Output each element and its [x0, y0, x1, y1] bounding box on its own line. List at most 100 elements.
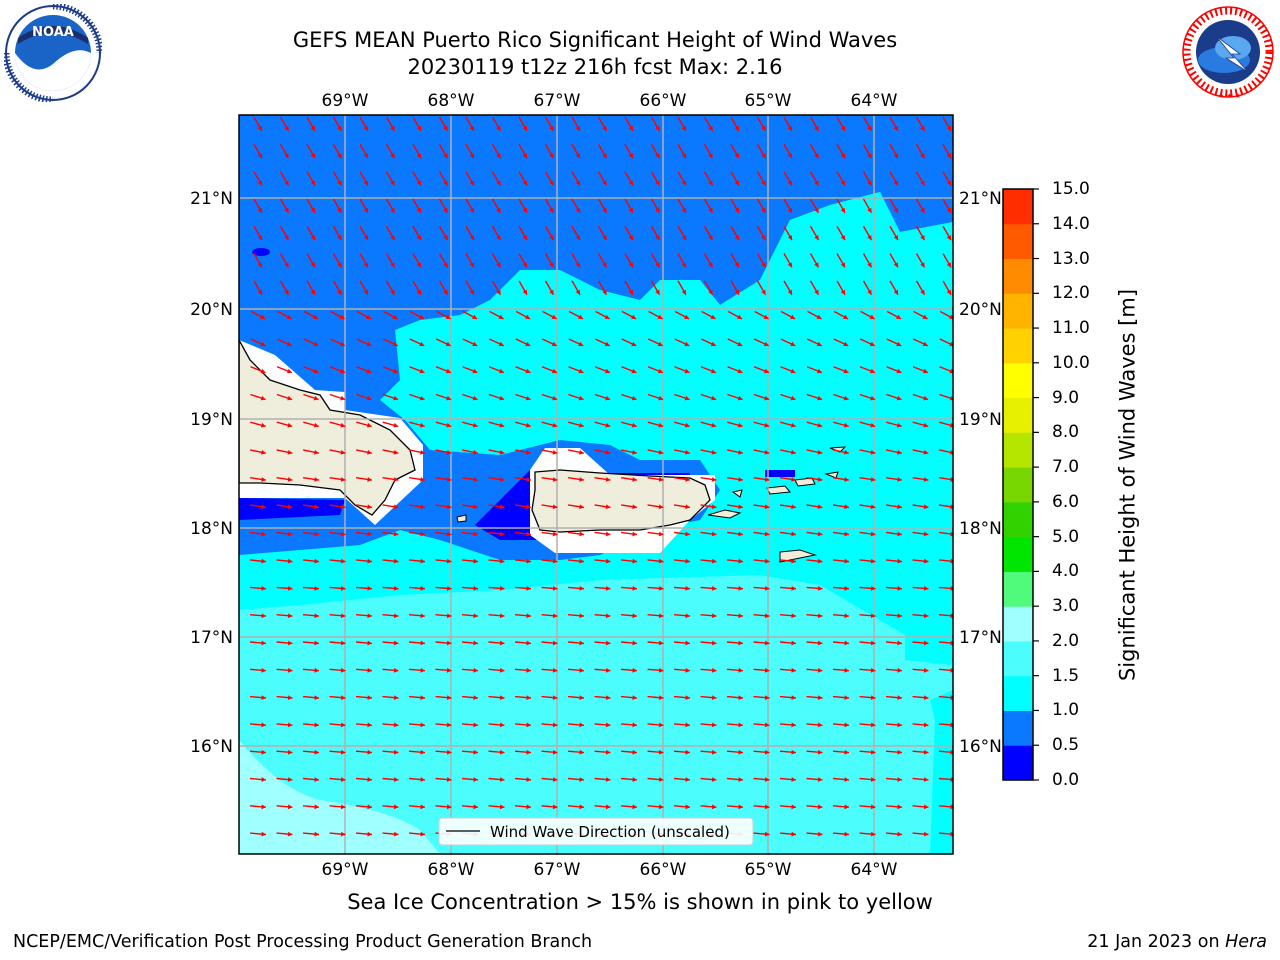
wave-direction-arrowhead — [416, 180, 421, 186]
wave-direction-arrowhead — [738, 804, 743, 810]
wave-direction-arrowhead — [340, 449, 346, 455]
wave-direction-arrowhead — [287, 695, 293, 701]
wave-direction-arrowhead — [337, 289, 342, 295]
wave-direction-arrowhead — [363, 289, 368, 295]
wave-direction-arrowhead — [867, 289, 872, 295]
wave-direction-arrowhead — [522, 180, 527, 186]
wave-direction-arrowhead — [366, 314, 372, 319]
wave-direction-arrowhead — [287, 585, 293, 591]
wave-direction-arrowhead — [761, 235, 766, 241]
wave-direction-arrowhead — [551, 314, 557, 319]
wave-direction-arrowhead — [897, 804, 902, 810]
wave-direction-arrowhead — [390, 125, 395, 131]
wave-direction-arrowhead — [340, 477, 346, 482]
wave-direction-arrowhead — [340, 777, 346, 782]
wave-direction-arrowhead — [897, 667, 902, 673]
wave-direction-arrowhead — [681, 262, 686, 268]
wave-direction-arrowhead — [681, 235, 686, 241]
wave-direction-arrowhead — [920, 153, 925, 159]
wave-direction-arrowhead — [257, 153, 262, 159]
wave-direction-arrowhead — [605, 613, 611, 619]
wave-direction-arrowhead — [867, 153, 872, 159]
wave-direction-arrowhead — [605, 504, 611, 510]
wave-direction-arrowhead — [340, 585, 346, 591]
wave-direction-arrowhead — [367, 695, 372, 701]
wave-direction-arrowhead — [817, 477, 823, 482]
wave-direction-arrowhead — [737, 314, 743, 319]
wave-direction-arrowhead — [923, 695, 929, 701]
wave-direction-arrowhead — [287, 531, 293, 537]
wave-direction-arrowhead — [337, 207, 342, 213]
wave-direction-arrowhead — [711, 749, 717, 755]
wave-direction-arrowhead — [337, 180, 342, 186]
colorbar-tick-label: 1.5 — [1052, 665, 1080, 686]
wave-direction-arrowhead — [655, 207, 660, 213]
wave-direction-arrowhead — [496, 153, 501, 159]
chart-title: GEFS MEAN Puerto Rico Significant Height… — [292, 28, 898, 52]
lon-label-bottom: 68°W — [428, 860, 475, 880]
wave-direction-arrowhead — [287, 777, 293, 782]
wave-direction-arrowhead — [949, 314, 953, 319]
wave-direction-arrowhead — [708, 153, 713, 159]
wave-direction-arrowhead — [367, 777, 372, 782]
wave-direction-arrowhead — [499, 422, 505, 428]
wave-direction-arrowhead — [473, 777, 478, 782]
wave-direction-arrowhead — [522, 207, 527, 213]
wave-direction-arrowhead — [814, 125, 819, 131]
wave-direction-arrowhead — [526, 558, 531, 564]
wave-direction-arrowhead — [764, 531, 770, 537]
wave-direction-arrowhead — [446, 777, 452, 782]
wave-direction-arrowhead — [920, 289, 925, 295]
wave-direction-arrowhead — [575, 153, 580, 159]
band-1-0-1-5-north — [720, 192, 953, 305]
wave-direction-arrowhead — [817, 695, 823, 701]
wave-direction-arrowhead — [551, 368, 557, 374]
wave-direction-arrowhead — [526, 640, 531, 646]
wave-direction-arrowhead — [869, 314, 875, 319]
wave-direction-arrowhead — [844, 695, 849, 701]
wave-direction-arrowhead — [605, 722, 611, 728]
wave-direction-arrowhead — [923, 531, 929, 537]
wave-direction-arrowhead — [923, 422, 929, 428]
wave-direction-arrowhead — [840, 235, 845, 241]
wave-direction-arrowhead — [526, 667, 531, 673]
wave-direction-arrowhead — [711, 558, 717, 564]
wave-direction-arrowhead — [896, 314, 902, 319]
wave-direction-arrowhead — [393, 667, 399, 673]
wave-direction-arrowhead — [261, 804, 266, 810]
wave-direction-arrowhead — [287, 831, 293, 837]
wave-direction-arrowhead — [367, 640, 372, 646]
wave-direction-arrowhead — [710, 368, 716, 374]
wave-direction-arrowhead — [685, 749, 690, 755]
wave-direction-arrowhead — [844, 667, 849, 673]
wave-direction-arrowhead — [313, 314, 319, 319]
colorbar-tick-label: 15.0 — [1052, 179, 1090, 199]
wave-direction-arrowhead — [393, 531, 399, 537]
wave-direction-arrowhead — [734, 207, 739, 213]
wave-direction-arrowhead — [708, 289, 713, 295]
wave-direction-arrowhead — [552, 558, 558, 564]
wave-direction-arrowhead — [498, 341, 504, 347]
wave-direction-arrowhead — [870, 477, 876, 482]
wave-direction-arrowhead — [390, 235, 395, 241]
wave-direction-arrowhead — [552, 804, 558, 810]
wave-direction-arrowhead — [817, 722, 823, 728]
wave-direction-arrowhead — [843, 368, 849, 374]
wave-direction-arrowhead — [261, 613, 266, 619]
wave-direction-arrowhead — [366, 341, 372, 347]
wave-direction-arrowhead — [791, 640, 796, 646]
wave-direction-arrowhead — [791, 722, 796, 728]
wave-direction-arrowhead — [257, 262, 262, 268]
wave-direction-arrowhead — [658, 477, 664, 482]
wave-direction-arrowhead — [314, 504, 319, 510]
wave-direction-arrowhead — [655, 289, 660, 295]
wave-direction-arrowhead — [897, 613, 902, 619]
wave-direction-arrowhead — [522, 235, 527, 241]
wave-direction-arrowhead — [314, 613, 319, 619]
wave-direction-arrowhead — [658, 449, 664, 455]
colorbar-segment — [1003, 501, 1033, 538]
wave-direction-arrowhead — [472, 341, 478, 347]
wave-direction-arrowhead — [791, 449, 796, 455]
wave-direction-arrowhead — [472, 422, 478, 428]
wave-direction-arrowhead — [393, 804, 399, 810]
